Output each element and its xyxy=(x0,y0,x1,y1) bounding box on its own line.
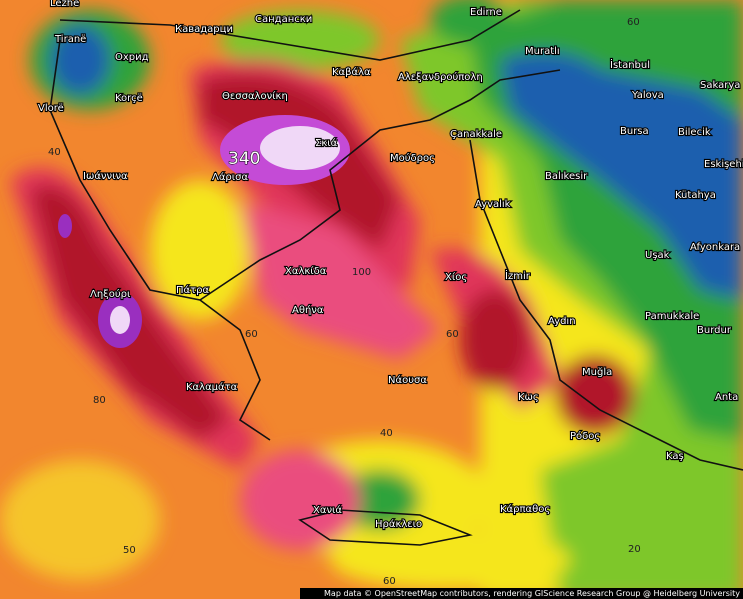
place-label: Ρόδος xyxy=(570,430,600,442)
place-label: Νάουσα xyxy=(388,374,427,386)
attribution: Map data © OpenStreetMap contributors, r… xyxy=(324,589,740,598)
place-label: Kütahya xyxy=(675,190,716,201)
place-label: İzmir xyxy=(505,269,531,282)
place-label: Ληξούρι xyxy=(90,288,131,300)
place-label: Yalova xyxy=(631,90,664,101)
place-label: Lezhë xyxy=(50,0,79,9)
place-label: Θεσσαλονίκη xyxy=(222,90,288,102)
attribution-bar xyxy=(300,588,743,599)
place-label: Muğla xyxy=(582,366,612,378)
coastlines xyxy=(49,9,743,546)
contour-label: 50 xyxy=(123,545,136,556)
place-label: Ηράκλειο xyxy=(375,518,422,530)
max-core xyxy=(110,306,130,334)
place-label: Sakarya xyxy=(700,80,740,91)
place-label: Охрид xyxy=(115,52,149,63)
contour-label: 60 xyxy=(446,329,459,340)
place-label: Ιωάννινα xyxy=(83,170,128,182)
contour-label: 100 xyxy=(352,267,371,278)
place-label: Burdur xyxy=(697,325,732,336)
place-label: Tiranë xyxy=(54,34,86,45)
max-core xyxy=(260,126,340,170)
place-label: Λάρισα xyxy=(212,171,249,183)
place-label: Кавадарци xyxy=(175,24,233,35)
place-label: Χαλκίδα xyxy=(285,265,327,277)
place-label: Αλεξανδρούπολη xyxy=(398,71,483,83)
place-label: Anta xyxy=(715,392,738,403)
place-label: Kaş xyxy=(666,451,684,462)
contour-label: 60 xyxy=(383,576,396,587)
place-label: İstanbul xyxy=(610,58,650,71)
place-label: Edirne xyxy=(470,7,502,18)
place-label: Çanakkale xyxy=(450,129,502,140)
place-label: Pamukkale xyxy=(645,311,699,322)
place-label: Κως xyxy=(518,392,539,403)
place-label: Korçë xyxy=(115,93,143,104)
place-label: Aydın xyxy=(548,316,576,327)
place-label: Bilecik xyxy=(678,127,711,138)
place-label: Καλαμάτα xyxy=(186,381,238,393)
place-label: Uşak xyxy=(645,250,670,261)
place-label: Muratlı xyxy=(525,46,560,57)
place-label: Χίος xyxy=(445,271,467,283)
place-label: Σκιά xyxy=(315,137,338,149)
contour-label: 40 xyxy=(48,147,61,158)
contour-label: 60 xyxy=(245,329,258,340)
place-label: Vlorë xyxy=(38,103,64,114)
place-label: Αθήνα xyxy=(292,304,324,316)
contour-label: 340 xyxy=(228,149,260,169)
contour-label: 40 xyxy=(380,428,393,439)
place-label: Ayvalık xyxy=(475,199,511,210)
place-label: Bursa xyxy=(620,126,649,137)
place-label: Afyonkara xyxy=(690,242,740,253)
contour-label: 80 xyxy=(93,395,106,406)
place-label: Eskişehir xyxy=(704,159,743,170)
place-label: Χανιά xyxy=(313,504,342,516)
place-label: Πάτρα xyxy=(176,284,209,296)
place-label: Κάρπαθος xyxy=(500,503,550,515)
place-label: Balıkesir xyxy=(545,171,588,182)
place-label: Καβάλα xyxy=(332,66,371,78)
max-area xyxy=(58,214,72,238)
place-label: Μούδρος xyxy=(390,152,435,164)
place-label: Сандански xyxy=(255,14,312,25)
contour-label: 20 xyxy=(628,544,641,555)
contour-label: 60 xyxy=(627,17,640,28)
